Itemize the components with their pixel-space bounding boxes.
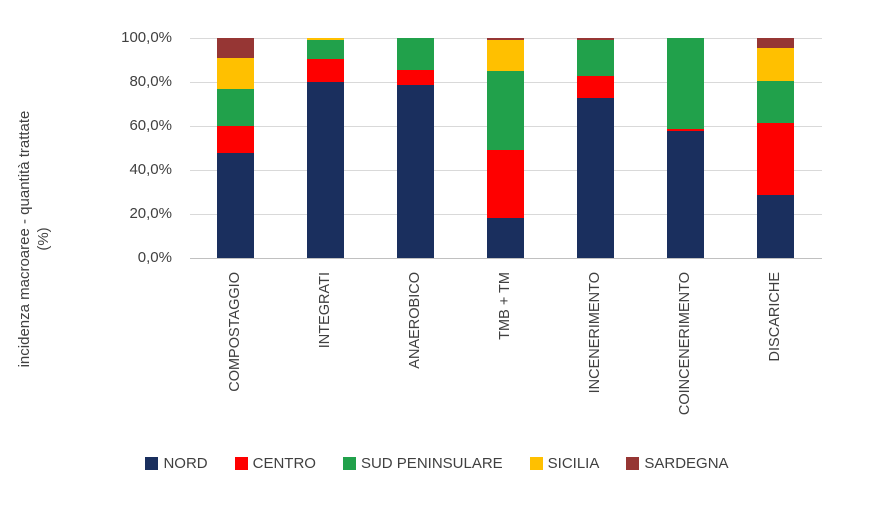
bar-segment: [666, 38, 704, 130]
bar-segment: [756, 47, 794, 81]
bar-segment: [486, 218, 524, 258]
bar-segment: [216, 153, 254, 258]
bar-segment: [486, 70, 524, 151]
legend-item: NORD: [145, 455, 208, 472]
legend: NORD CENTRO SUD PENINSULARE SICILIA SARDEGNA: [0, 455, 874, 472]
bar-segment: [756, 122, 794, 196]
y-tick-label: 20,0%: [129, 205, 172, 222]
bar-segment: [756, 195, 794, 258]
legend-swatch-icon: [145, 457, 159, 470]
bar-segment: [306, 58, 344, 82]
bar-segment: [396, 85, 434, 258]
legend-label: CENTRO: [252, 455, 316, 472]
bar-segment: [396, 69, 434, 86]
bar-segment: [576, 40, 614, 77]
y-tick-label: 40,0%: [129, 161, 172, 178]
bar-segment: [216, 57, 254, 89]
stacked-bar: [666, 38, 704, 258]
legend-swatch-icon: [234, 457, 248, 470]
category-label: COMPOSTAGGIO: [227, 272, 243, 392]
bar-segment: [576, 76, 614, 99]
stacked-bar: [396, 38, 434, 258]
y-axis-title-line1: incidenza macroaree - quantità trattate: [16, 110, 33, 368]
bar-segment: [576, 98, 614, 258]
y-axis-title: incidenza macroaree - quantità trattate …: [15, 24, 53, 454]
legend-item: SUD PENINSULARE: [342, 455, 503, 472]
category-label: INTEGRATI: [317, 272, 333, 349]
legend-label: SARDEGNA: [644, 455, 729, 472]
bar-segment: [306, 81, 344, 258]
bar-segment: [486, 40, 524, 71]
stacked-bar: [216, 38, 254, 258]
legend-swatch-icon: [529, 457, 543, 470]
category-label: TMB + TM: [497, 272, 513, 340]
bar-segment: [486, 150, 524, 219]
legend-item: SICILIA: [529, 455, 600, 472]
bar-segment: [576, 38, 614, 41]
category-label: ANAEROBICO: [407, 272, 423, 369]
category-label: DISCARICHE: [767, 272, 783, 362]
stacked-bar: [306, 38, 344, 258]
bar-segment: [666, 131, 704, 258]
bar-segment: [216, 38, 254, 58]
stacked-bar: [576, 38, 614, 258]
bar-segment: [306, 40, 344, 59]
y-tick-label: 60,0%: [129, 117, 172, 134]
bar-segment: [666, 129, 704, 132]
y-tick-label: 100,0%: [121, 29, 172, 46]
stacked-bar: [486, 38, 524, 258]
y-tick-label: 0,0%: [137, 249, 172, 266]
legend-item: SARDEGNA: [626, 455, 729, 472]
category-label: INCENERIMENTO: [587, 272, 603, 394]
bar-segment: [306, 38, 344, 41]
bar-segment: [756, 38, 794, 48]
bar-segment: [486, 38, 524, 41]
bar-segment: [216, 88, 254, 126]
x-axis-line: [190, 258, 822, 259]
legend-item: CENTRO: [234, 455, 316, 472]
legend-label: SICILIA: [547, 455, 600, 472]
bar-segment: [756, 80, 794, 123]
stacked-bar: [756, 38, 794, 258]
legend-swatch-icon: [342, 457, 356, 470]
bar-segment: [396, 38, 434, 70]
y-tick-label: 80,0%: [129, 73, 172, 90]
legend-label: NORD: [163, 455, 208, 472]
y-axis-title-line2: (%): [35, 227, 52, 251]
bar-segment: [216, 125, 254, 154]
legend-label: SUD PENINSULARE: [360, 455, 503, 472]
legend-swatch-icon: [626, 457, 640, 470]
category-label: COINCENERIMENTO: [677, 272, 693, 416]
